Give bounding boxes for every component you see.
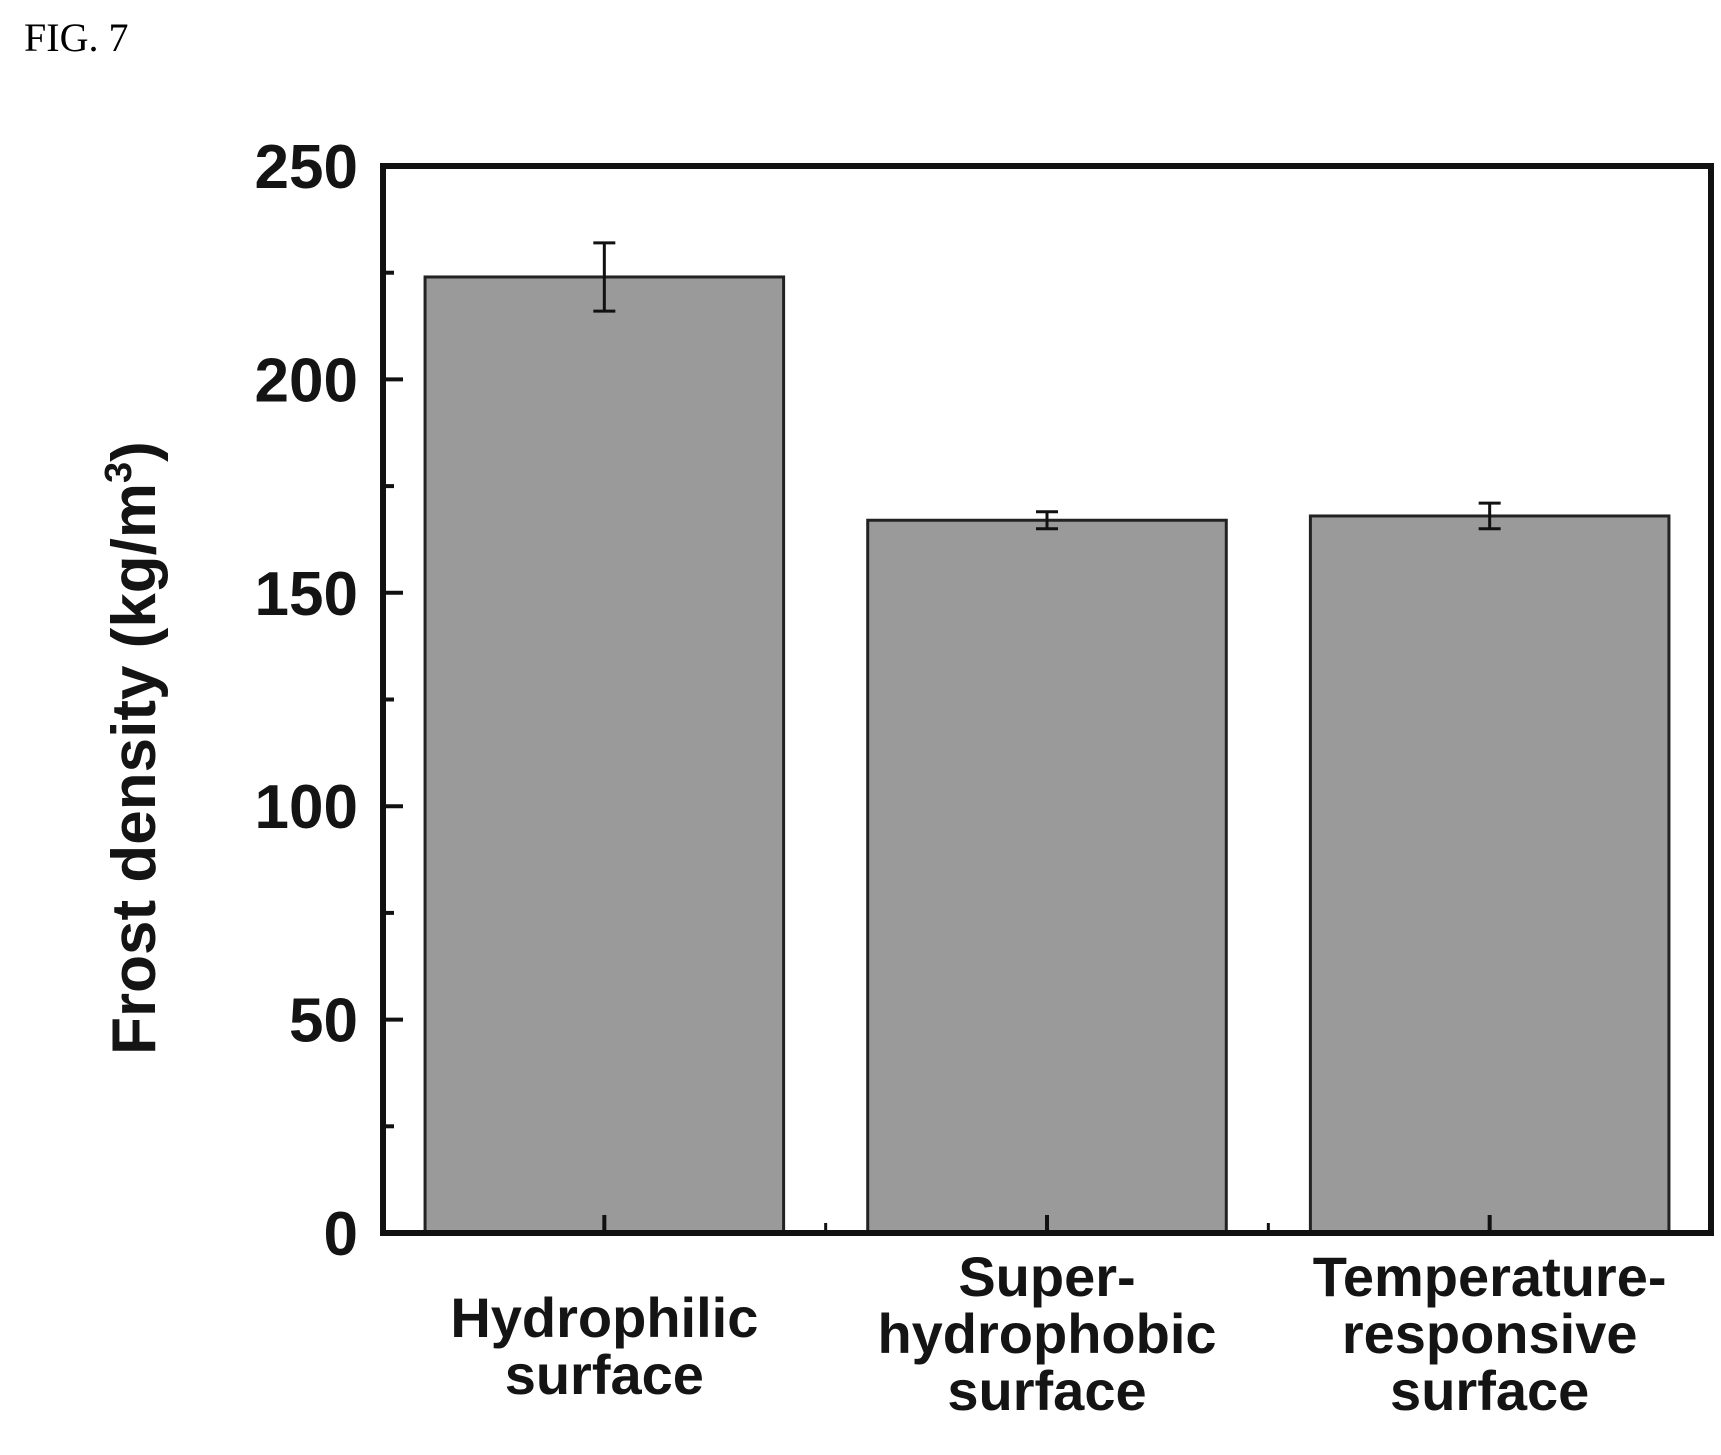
category-label: Temperature- <box>1313 1245 1667 1308</box>
y-tick-label: 150 <box>255 560 358 629</box>
bar <box>423 275 786 1235</box>
y-tick-label: 250 <box>255 133 358 202</box>
y-tick-label: 50 <box>289 987 358 1056</box>
figure-label: FIG. 7 <box>24 15 129 60</box>
y-tick-label: 0 <box>324 1200 358 1269</box>
category-label: surface <box>947 1359 1146 1422</box>
category-label: Super- <box>958 1245 1135 1308</box>
category-label: hydrophobic <box>877 1302 1216 1365</box>
category-label: responsive <box>1342 1302 1638 1365</box>
y-axis-title: Frost density (kg/m3) <box>98 441 169 1055</box>
category-label: Hydrophilic <box>450 1286 758 1349</box>
plot-frame <box>380 163 1714 1236</box>
y-tick-label: 200 <box>255 346 358 415</box>
bar <box>1308 514 1671 1235</box>
bar <box>866 518 1228 1235</box>
y-tick-label: 100 <box>255 773 358 842</box>
category-label: surface <box>1390 1359 1589 1422</box>
category-label: surface <box>505 1343 704 1406</box>
